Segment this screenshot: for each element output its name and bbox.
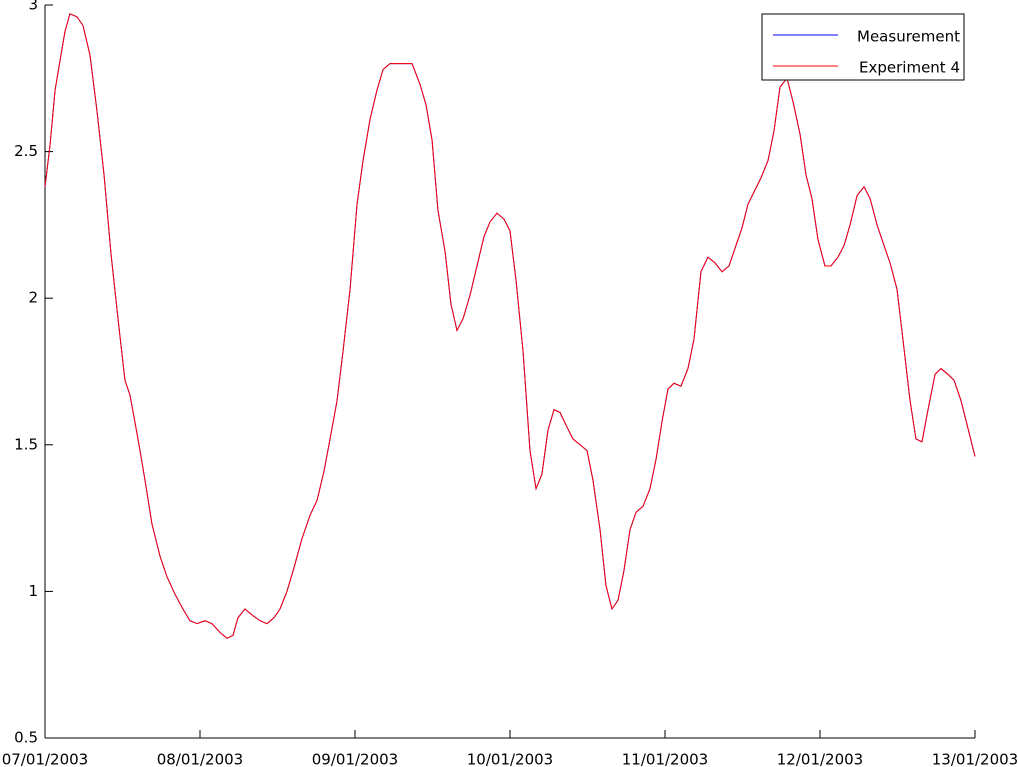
x-tick-label: 13/01/2003	[932, 751, 1018, 767]
x-tick-label: 09/01/2003	[312, 751, 398, 767]
data-line	[44, 13, 976, 639]
x-tick-label: 08/01/2003	[157, 751, 243, 767]
y-tick-label: 3	[28, 0, 38, 14]
y-tick-label: 1.5	[14, 435, 38, 453]
x-tick-label: 10/01/2003	[467, 751, 553, 767]
y-tick-label: 0.5	[14, 729, 38, 747]
x-tick-label: 07/01/2003	[2, 751, 88, 767]
y-tick-label: 1	[28, 582, 38, 600]
legend-label: Measurement	[857, 28, 960, 46]
y-tick-label: 2.5	[14, 142, 38, 160]
y-tick-label: 2	[28, 289, 38, 307]
x-tick-label: 11/01/2003	[622, 751, 708, 767]
legend-box	[761, 13, 965, 81]
legend-label: Experiment 4	[859, 59, 960, 77]
data-line	[44, 13, 976, 639]
legend: Measurement Experiment 4	[761, 13, 965, 81]
x-tick-label: 12/01/2003	[777, 751, 863, 767]
